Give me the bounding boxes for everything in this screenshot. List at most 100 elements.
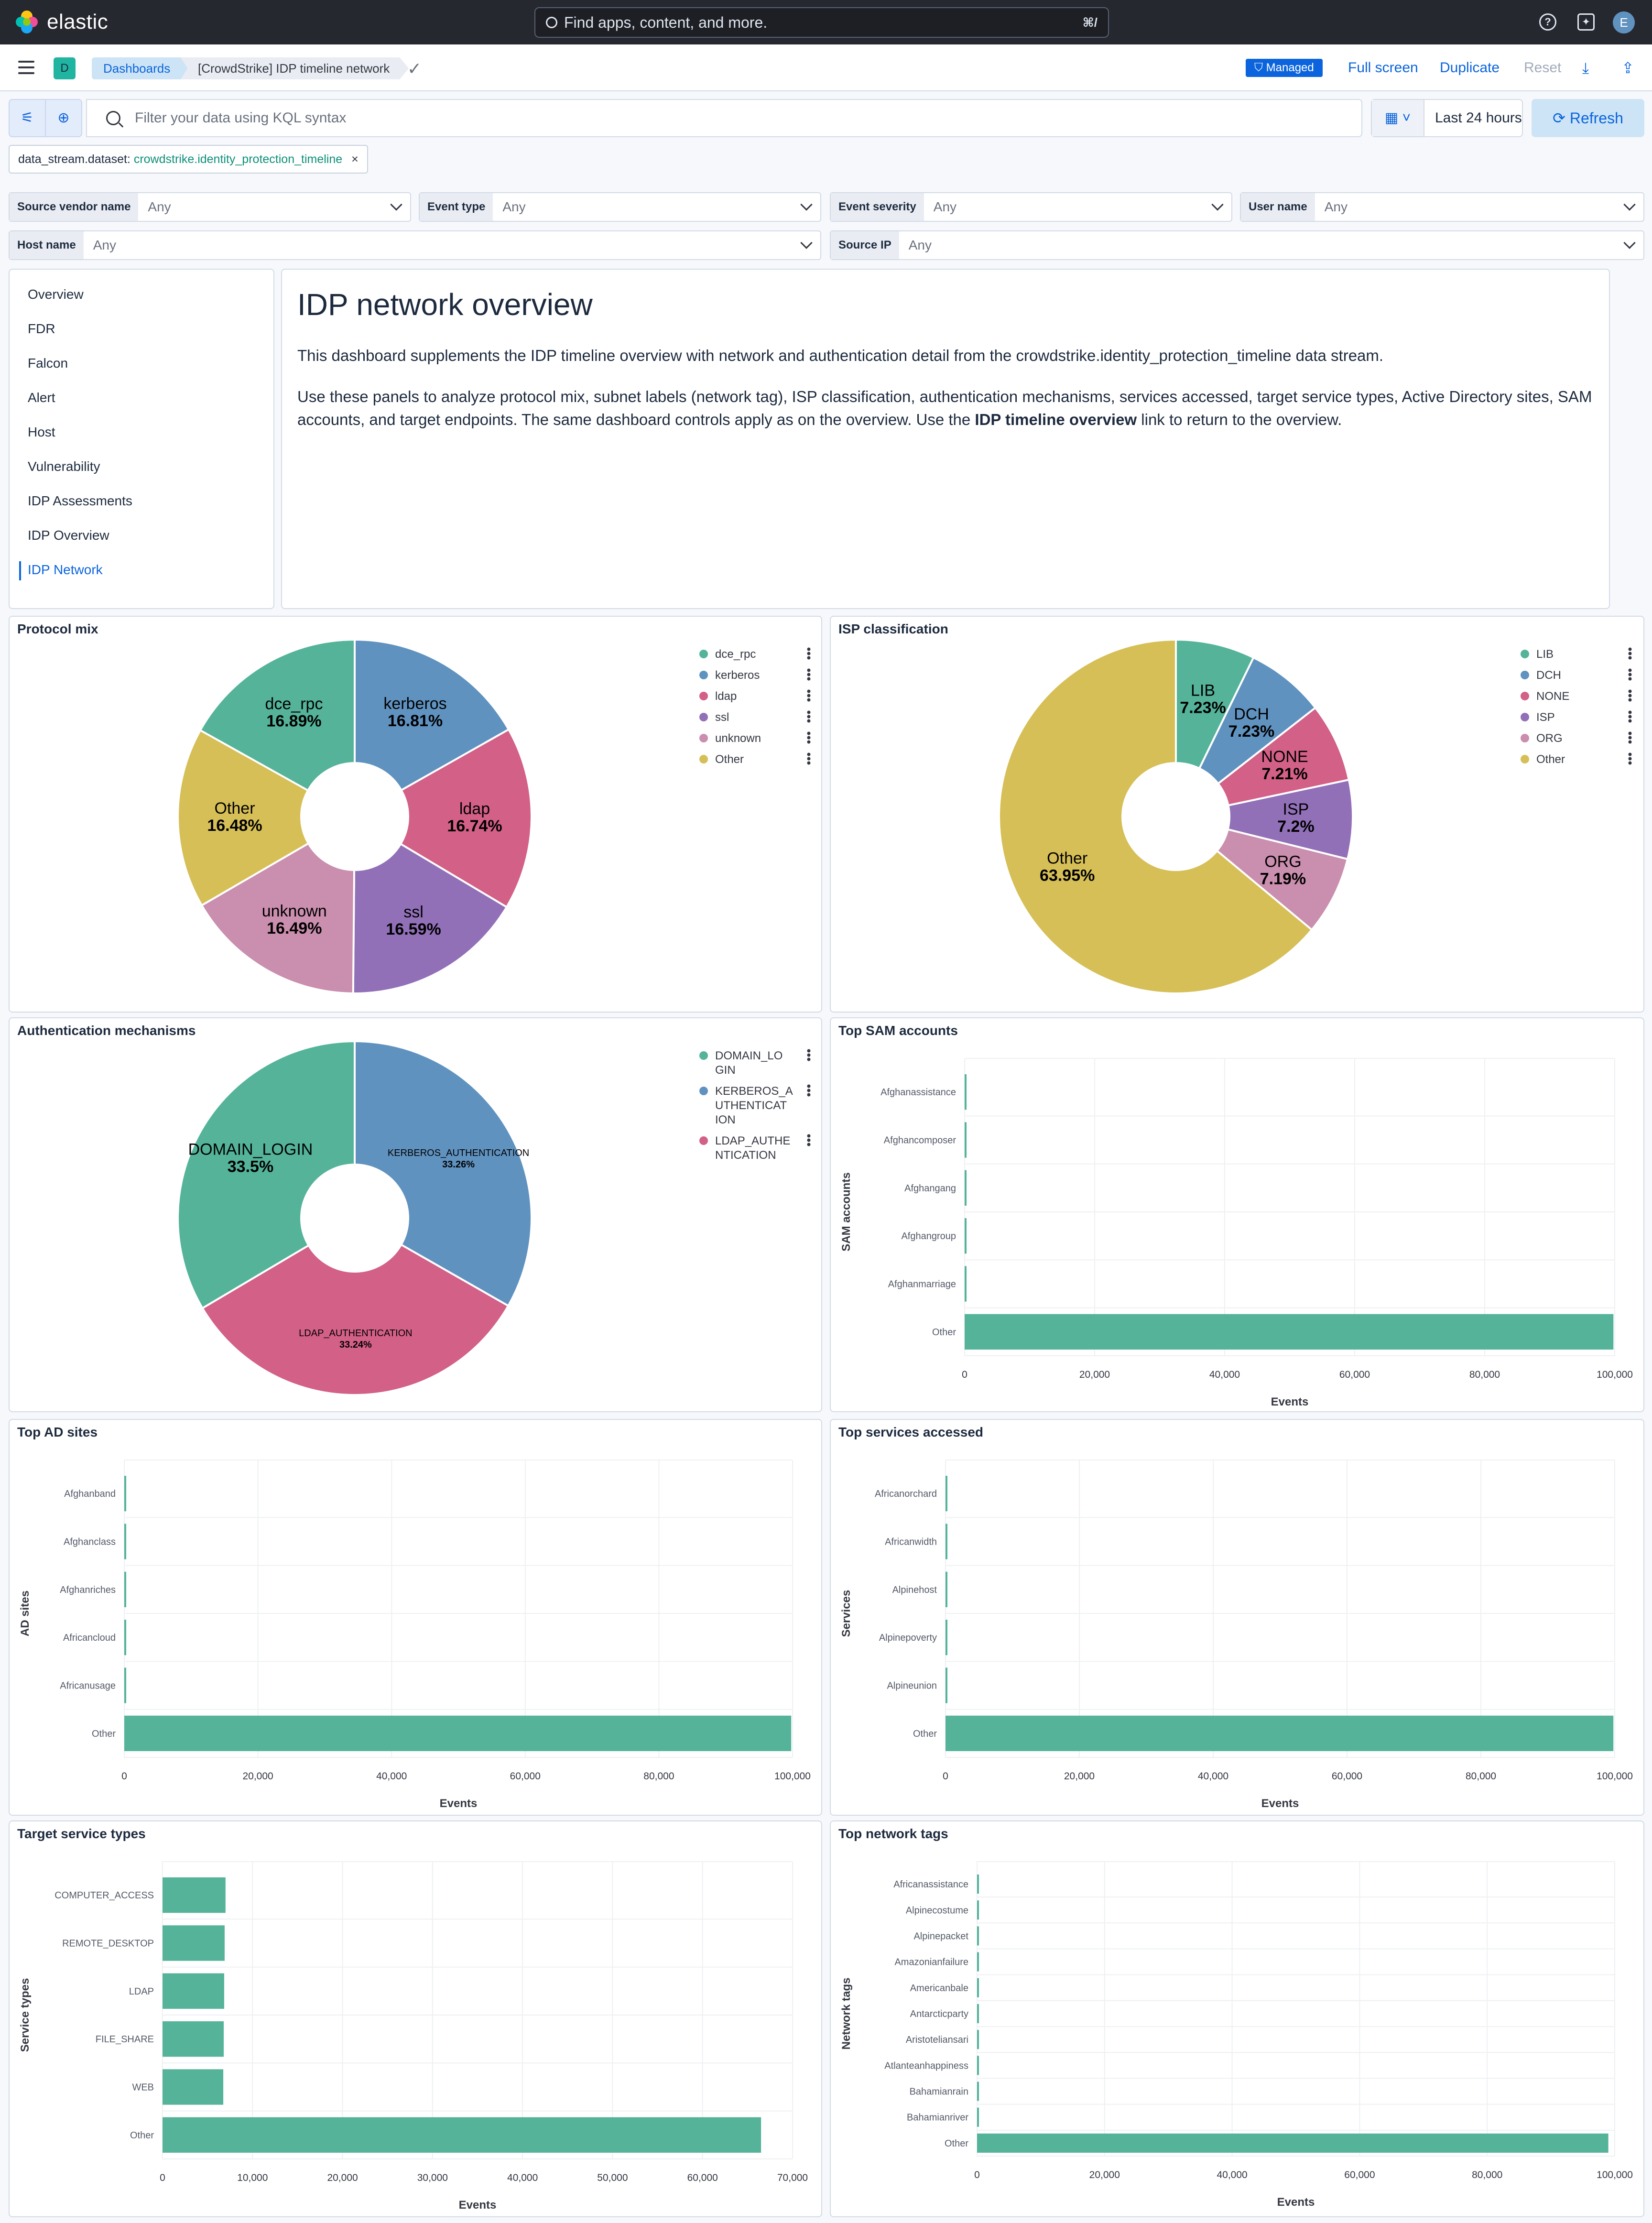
breadcrumb-dashboards[interactable]: Dashboards	[92, 57, 190, 79]
nav-link-overview[interactable]: Overview	[28, 287, 84, 302]
pie-slice-ldap_authentication[interactable]	[201, 1243, 510, 1396]
pie-slice-lib[interactable]	[1175, 638, 1255, 770]
bar[interactable]	[977, 2030, 979, 2049]
legend-label[interactable]: LIB	[1536, 648, 1554, 661]
pie-slice-none[interactable]	[1217, 706, 1350, 807]
bar[interactable]	[965, 1266, 967, 1302]
nav-link-vulnerability[interactable]: Vulnerability	[28, 459, 100, 474]
help-icon[interactable]: ?	[1539, 13, 1556, 31]
full-screen-button[interactable]: Full screen	[1348, 60, 1418, 76]
legend-label[interactable]: LDAP_AUTHE NTICATION	[715, 1134, 790, 1162]
pie-slice-kerberos_authentication[interactable]	[354, 1040, 533, 1308]
bar[interactable]	[965, 1218, 967, 1254]
pie-slice-dch[interactable]	[1198, 656, 1317, 785]
control-source-vendor[interactable]: Source vendor name Any	[9, 192, 411, 222]
global-search-input[interactable]: Find apps, content, and more. ⌘/	[534, 7, 1109, 38]
bar[interactable]	[946, 1667, 947, 1703]
bar[interactable]	[977, 2133, 1609, 2153]
legend-label[interactable]: ISP	[1536, 711, 1555, 724]
avatar[interactable]: E	[1613, 11, 1635, 33]
bar[interactable]	[124, 1476, 126, 1512]
bar[interactable]	[977, 2004, 979, 2024]
pie-slice-other[interactable]	[998, 638, 1314, 994]
elastic-logo[interactable]: elastic	[14, 10, 108, 34]
legend-label[interactable]: ssl	[715, 711, 729, 724]
bar[interactable]	[124, 1571, 126, 1607]
control-event-type[interactable]: Event type Any	[419, 192, 821, 222]
nav-link-idp-assessments[interactable]: IDP Assessments	[28, 493, 132, 508]
managed-badge[interactable]: ⛉ Managed	[1246, 59, 1323, 77]
bar[interactable]	[977, 1900, 979, 1920]
legend-label[interactable]: dce_rpc	[715, 648, 756, 661]
legend-label[interactable]: KERBEROS_A UTHENTICAT ION	[715, 1085, 793, 1126]
bar[interactable]	[977, 1926, 979, 1946]
pie-slice-dce_rpc[interactable]	[199, 638, 356, 792]
close-icon[interactable]: ×	[351, 153, 359, 166]
bar[interactable]	[124, 1524, 126, 1559]
control-user-name[interactable]: User name Any	[1240, 192, 1644, 222]
legend-label[interactable]: Other	[1536, 753, 1565, 766]
bar[interactable]	[124, 1667, 126, 1703]
bar[interactable]	[946, 1476, 947, 1512]
duplicate-button[interactable]: Duplicate	[1440, 60, 1500, 76]
nav-link-host[interactable]: Host	[28, 425, 55, 439]
nav-link-fdr[interactable]: FDR	[28, 321, 55, 336]
pie-slice-domain_login[interactable]	[177, 1040, 356, 1310]
bar[interactable]	[946, 1524, 947, 1559]
bar[interactable]	[965, 1122, 967, 1158]
bar[interactable]	[977, 2056, 979, 2075]
legend-label[interactable]: kerberos	[715, 669, 760, 682]
share-icon[interactable]: ⇪	[1621, 59, 1634, 76]
filter-menu-icon[interactable]: ⚟	[21, 110, 34, 126]
bar[interactable]	[977, 1978, 979, 1997]
nav-link-alert[interactable]: Alert	[28, 390, 55, 405]
legend-label[interactable]: NONE	[1536, 690, 1569, 703]
bar[interactable]	[163, 1877, 226, 1913]
bar[interactable]	[977, 2107, 979, 2127]
overview-link[interactable]: IDP timeline overview	[975, 411, 1137, 428]
bar[interactable]	[965, 1074, 967, 1110]
pie-slice-ssl[interactable]	[352, 842, 508, 994]
pie-slice-kerberos[interactable]	[354, 638, 510, 792]
legend-label[interactable]: Other	[715, 753, 744, 766]
bar[interactable]	[946, 1620, 947, 1656]
bar[interactable]	[163, 2069, 224, 2105]
bar[interactable]	[946, 1715, 1614, 1751]
filter-pill[interactable]: data_stream.dataset: crowdstrike.identit…	[9, 145, 368, 174]
control-event-severity[interactable]: Event severity Any	[830, 192, 1232, 222]
legend-label[interactable]: DOMAIN_LO GIN	[715, 1049, 783, 1077]
ai-assistant-icon[interactable]: ✦	[1577, 13, 1595, 31]
nav-link-idp-network[interactable]: IDP Network	[28, 562, 103, 577]
space-avatar[interactable]: D	[54, 57, 76, 79]
legend-label[interactable]: ldap	[715, 690, 737, 703]
download-icon[interactable]: ⤓	[1582, 59, 1589, 76]
pie-slice-other[interactable]	[177, 729, 310, 907]
nav-link-falcon[interactable]: Falcon	[28, 356, 68, 370]
date-picker[interactable]: ▦ ˅ Last 24 hours	[1371, 99, 1523, 137]
reset-button[interactable]: Reset	[1524, 60, 1562, 76]
bar[interactable]	[163, 2117, 761, 2153]
bar[interactable]	[977, 1952, 979, 1972]
pie-slice-unknown[interactable]	[200, 842, 356, 995]
pie-slice-org[interactable]	[1216, 828, 1349, 931]
bar[interactable]	[163, 1973, 224, 2009]
time-range-label[interactable]: Last 24 hours	[1435, 110, 1522, 126]
nav-link-idp-overview[interactable]: IDP Overview	[28, 528, 109, 543]
menu-icon[interactable]	[18, 61, 34, 74]
pie-slice-isp[interactable]	[1227, 778, 1354, 861]
control-host-name[interactable]: Host name Any	[9, 230, 821, 260]
legend-label[interactable]: unknown	[715, 732, 761, 745]
bar[interactable]	[163, 1925, 225, 1961]
refresh-button[interactable]: ⟳ Refresh	[1532, 99, 1644, 137]
bar[interactable]	[124, 1620, 126, 1656]
kql-search-input[interactable]: Filter your data using KQL syntax	[86, 99, 1362, 137]
bar[interactable]	[977, 1874, 979, 1894]
control-source-ip[interactable]: Source IP Any	[830, 230, 1644, 260]
legend-label[interactable]: ORG	[1536, 732, 1563, 745]
calendar-icon[interactable]: ▦ ˅	[1372, 100, 1424, 136]
bar[interactable]	[965, 1170, 967, 1206]
bar[interactable]	[124, 1715, 792, 1751]
bar[interactable]	[946, 1571, 947, 1607]
bar[interactable]	[965, 1314, 1614, 1350]
bar[interactable]	[977, 2081, 979, 2101]
